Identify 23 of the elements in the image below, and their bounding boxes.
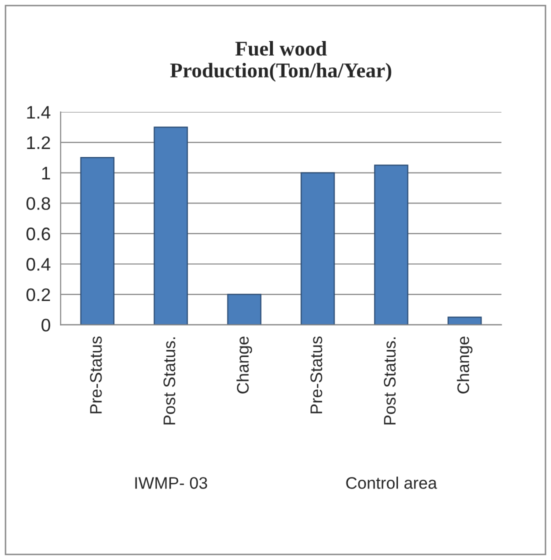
text: IWMP- 03 bbox=[135, 477, 208, 489]
text: Control area bbox=[346, 476, 438, 489]
y-tick-label: 0.6 bbox=[26, 228, 50, 240]
x-tick-label: Post Status. bbox=[163, 337, 176, 424]
x-tick-label: Pre-Status bbox=[90, 336, 102, 414]
y-tick-label: 0 bbox=[42, 318, 50, 332]
x-tick-label: Post Status. bbox=[384, 337, 396, 424]
y-tick-label: 1.4 bbox=[27, 106, 50, 119]
y-tick-label: 0.4 bbox=[26, 258, 50, 271]
x-tick-label: Change bbox=[236, 336, 252, 394]
chart-title: Fuel wood Production(Ton/ha/Year) bbox=[170, 41, 392, 82]
bar bbox=[374, 164, 408, 325]
bar bbox=[227, 294, 262, 325]
x-tick-label: Pre-Status bbox=[310, 336, 322, 414]
y-tick-label: 1 bbox=[42, 166, 50, 180]
bar bbox=[154, 126, 188, 325]
x-tick-label: Change bbox=[456, 336, 472, 394]
y-tick-label: 0.2 bbox=[26, 288, 50, 302]
y-tick-label: 0.8 bbox=[26, 197, 50, 210]
bar bbox=[448, 316, 482, 325]
bar bbox=[300, 172, 335, 325]
y-tick-label: 1.2 bbox=[27, 136, 50, 149]
bar bbox=[80, 157, 114, 325]
